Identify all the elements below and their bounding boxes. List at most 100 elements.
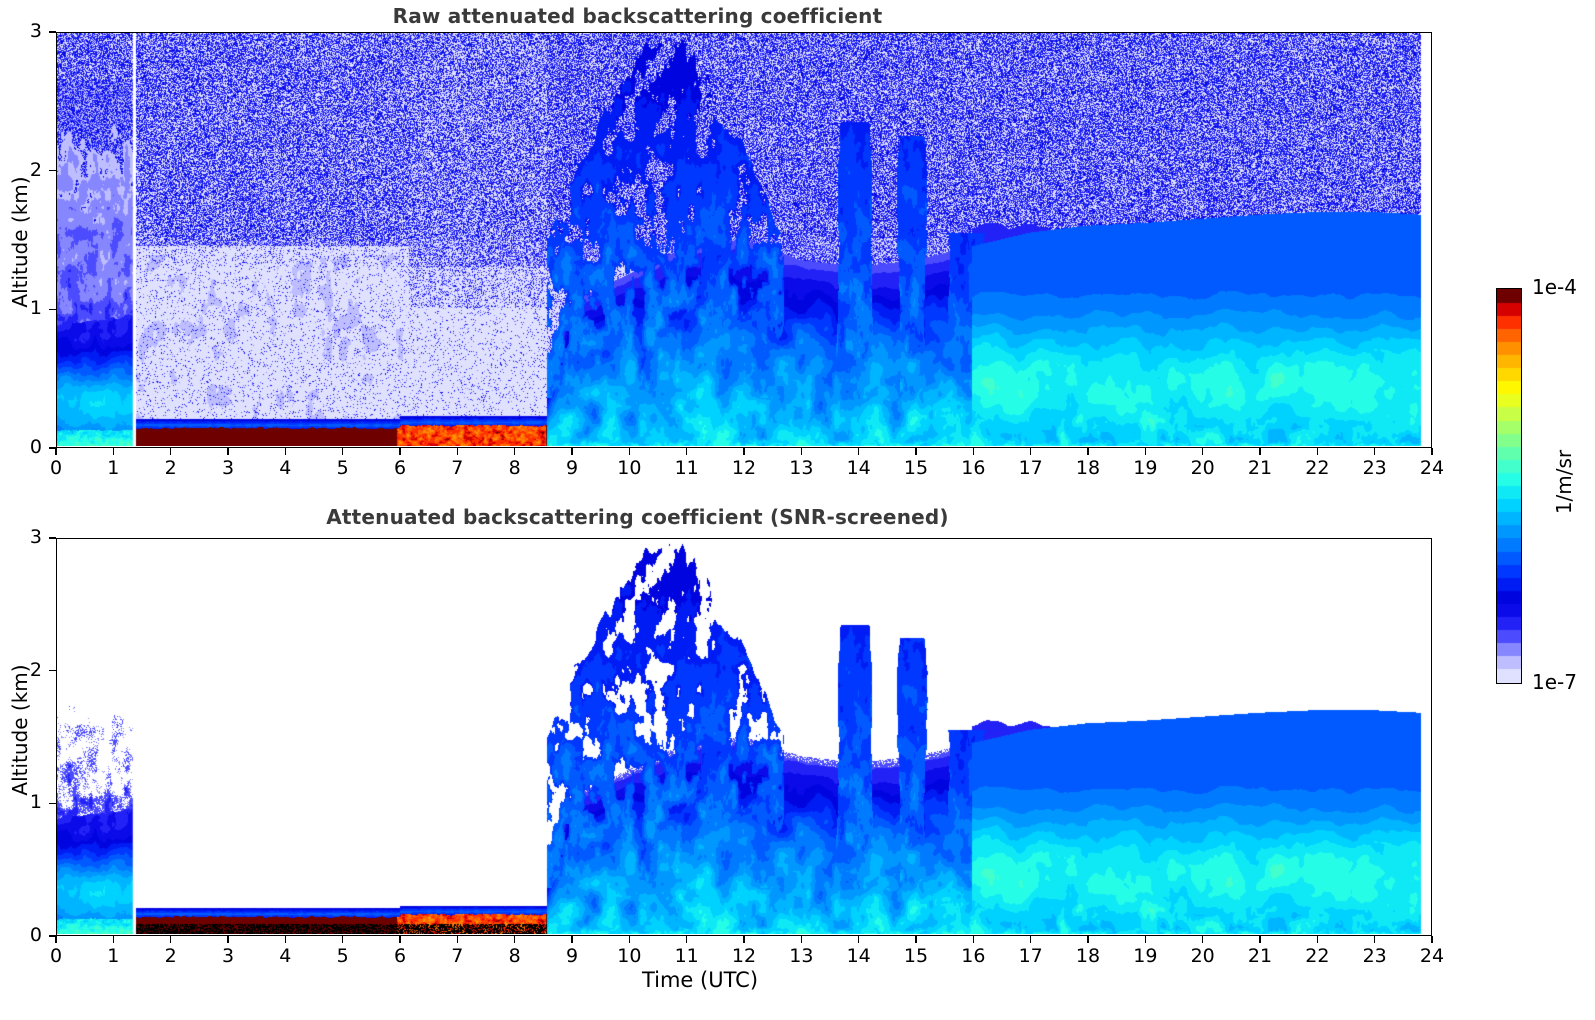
x-tick-top-4 — [284, 448, 287, 455]
y-tick-top-1 — [49, 308, 56, 311]
x-tick-bottom-24 — [1431, 936, 1433, 943]
x-tick-top-21 — [1259, 448, 1261, 455]
x-tick-bottom-2 — [169, 936, 172, 943]
x-tick-bottom-8 — [513, 936, 516, 943]
x-tick-label-top-10: 10 — [617, 457, 642, 479]
x-tick-bottom-3 — [227, 936, 229, 943]
x-tick-top-9 — [571, 448, 573, 455]
x-tick-top-2 — [169, 448, 172, 455]
panel-screened-title: Attenuated backscattering coefficient (S… — [326, 505, 949, 529]
x-tick-top-1 — [112, 448, 115, 455]
x-tick-label-bottom-2: 2 — [164, 945, 177, 967]
x-tick-top-20 — [1201, 448, 1204, 455]
x-tick-label-top-13: 13 — [789, 457, 814, 479]
x-tick-top-8 — [513, 448, 516, 455]
x-tick-label-bottom-11: 11 — [674, 945, 699, 967]
y-tick-label-bottom-3: 3 — [29, 526, 42, 548]
x-tick-label-bottom-13: 13 — [789, 945, 814, 967]
x-tick-label-top-8: 8 — [508, 457, 521, 479]
x-tick-label-top-16: 16 — [961, 457, 986, 479]
x-tick-bottom-17 — [1029, 936, 1032, 943]
y-tick-top-2 — [49, 169, 56, 172]
y-tick-label-bottom-1: 1 — [29, 791, 42, 814]
x-tick-top-14 — [857, 448, 860, 455]
x-tick-bottom-22 — [1316, 936, 1319, 943]
panel-raw-title: Raw attenuated backscattering coefficien… — [392, 4, 883, 28]
x-tick-label-top-19: 19 — [1133, 457, 1158, 479]
x-tick-top-22 — [1316, 448, 1319, 455]
x-tick-label-top-22: 22 — [1305, 457, 1330, 479]
x-tick-label-top-9: 9 — [565, 457, 579, 479]
x-tick-top-16 — [972, 448, 975, 455]
panel-screened-plot-area[interactable] — [56, 538, 1432, 936]
x-tick-bottom-1 — [112, 936, 115, 943]
x-tick-bottom-21 — [1259, 936, 1261, 943]
x-tick-top-0 — [55, 448, 57, 455]
x-tick-label-bottom-10: 10 — [617, 945, 642, 967]
x-tick-top-12 — [743, 448, 745, 455]
x-tick-top-18 — [1087, 448, 1089, 455]
x-tick-bottom-15 — [915, 936, 917, 943]
x-tick-top-19 — [1144, 448, 1147, 455]
colorbar-gradient — [1496, 288, 1522, 684]
x-tick-top-13 — [800, 448, 803, 455]
x-tick-label-bottom-1: 1 — [107, 945, 120, 967]
x-tick-label-top-17: 17 — [1018, 457, 1043, 479]
x-tick-bottom-16 — [972, 936, 975, 943]
x-tick-label-bottom-4: 4 — [279, 945, 292, 967]
x-tick-label-bottom-15: 15 — [903, 945, 929, 967]
x-tick-label-top-4: 4 — [279, 457, 292, 479]
x-tick-top-24 — [1431, 448, 1433, 455]
colorbar-title: 1/m/sr — [1552, 449, 1576, 515]
x-tick-label-bottom-20: 20 — [1190, 945, 1215, 967]
x-tick-top-3 — [227, 448, 229, 455]
x-tick-label-bottom-18: 18 — [1075, 945, 1101, 967]
x-tick-label-top-6: 6 — [393, 457, 407, 479]
x-tick-label-bottom-5: 5 — [336, 945, 349, 967]
x-tick-bottom-11 — [685, 936, 688, 943]
x-tick-top-7 — [456, 448, 459, 455]
y-tick-bottom-2 — [49, 669, 56, 672]
x-tick-label-top-11: 11 — [674, 457, 699, 479]
y-tick-bottom-0 — [49, 935, 56, 937]
colorbar-min-label: 1e-7 — [1532, 670, 1577, 694]
x-tick-top-23 — [1373, 448, 1376, 455]
y-tick-label-top-0: 0 — [29, 436, 42, 458]
panel-screened-ylabel: Altitude (km) — [8, 664, 32, 796]
x-tick-label-top-1: 1 — [107, 457, 120, 479]
x-tick-label-top-21: 21 — [1247, 457, 1273, 479]
x-tick-bottom-13 — [800, 936, 803, 943]
x-tick-label-bottom-22: 22 — [1305, 945, 1330, 967]
x-tick-top-10 — [628, 448, 631, 455]
x-tick-label-top-18: 18 — [1075, 457, 1101, 479]
x-tick-label-top-0: 0 — [49, 457, 63, 479]
y-tick-label-top-3: 3 — [29, 20, 42, 42]
x-tick-label-top-12: 12 — [731, 457, 757, 479]
x-tick-label-bottom-17: 17 — [1018, 945, 1043, 967]
x-tick-bottom-12 — [743, 936, 745, 943]
x-axis-label: Time (UTC) — [641, 968, 759, 992]
y-tick-bottom-1 — [49, 802, 56, 805]
x-tick-bottom-4 — [284, 936, 287, 943]
x-tick-label-bottom-9: 9 — [565, 945, 579, 967]
x-tick-bottom-20 — [1201, 936, 1204, 943]
x-tick-label-top-15: 15 — [903, 457, 929, 479]
x-tick-bottom-0 — [55, 936, 57, 943]
x-tick-label-bottom-3: 3 — [221, 945, 235, 967]
x-tick-label-top-24: 24 — [1419, 457, 1445, 479]
x-tick-label-top-14: 14 — [846, 457, 871, 479]
x-tick-label-top-5: 5 — [336, 457, 349, 479]
x-tick-label-bottom-0: 0 — [49, 945, 63, 967]
y-tick-top-3 — [49, 31, 56, 33]
panel-raw-plot-area[interactable] — [56, 32, 1432, 448]
x-tick-label-bottom-14: 14 — [846, 945, 871, 967]
x-tick-bottom-19 — [1144, 936, 1147, 943]
x-tick-label-top-2: 2 — [164, 457, 177, 479]
x-tick-top-15 — [915, 448, 917, 455]
y-tick-label-bottom-0: 0 — [29, 924, 42, 946]
x-tick-label-bottom-24: 24 — [1419, 945, 1445, 967]
x-tick-bottom-9 — [571, 936, 573, 943]
x-tick-bottom-7 — [456, 936, 459, 943]
y-tick-label-bottom-2: 2 — [29, 658, 42, 681]
y-tick-bottom-3 — [49, 537, 56, 539]
